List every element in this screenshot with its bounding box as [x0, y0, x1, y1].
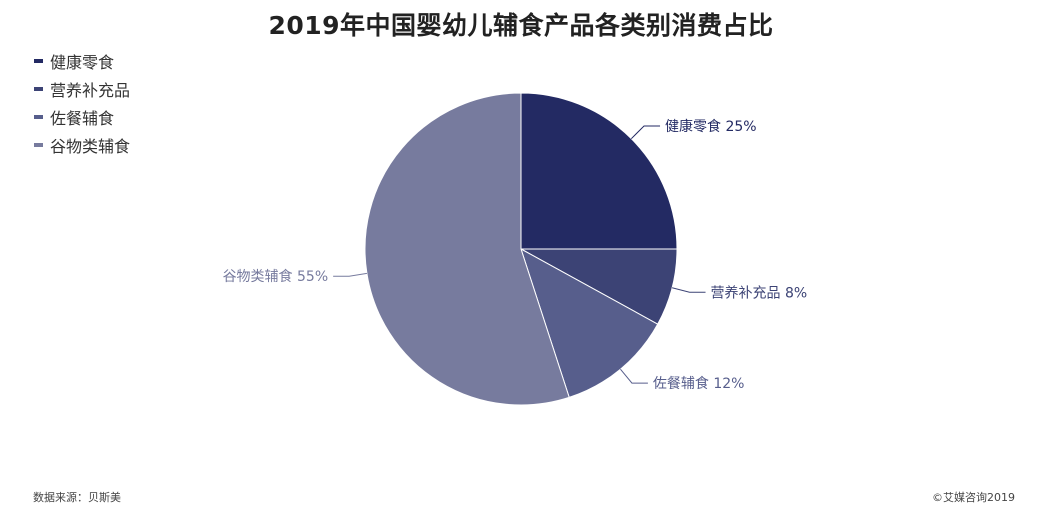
slice-data-label: 营养补充品 8% [711, 285, 808, 301]
chart-title: 2019年中国婴幼儿辅食产品各类别消费占比 [268, 11, 774, 40]
slice-data-label: 健康零食 25% [665, 118, 757, 135]
legend-label: 谷物类辅食 [50, 137, 131, 156]
legend-label: 营养补充品 [50, 81, 131, 100]
slice-data-label: 谷物类辅食 55% [223, 268, 329, 285]
leader-line [620, 368, 648, 384]
legend: 健康零食 营养补充品 佐餐辅食 谷物类辅食 [34, 47, 130, 159]
leader-line [671, 287, 706, 293]
legend-swatch [34, 115, 43, 119]
source-note: 数据来源：贝斯美 [33, 491, 121, 504]
pie-slice[interactable] [520, 92, 678, 250]
legend-item[interactable]: 佐餐辅食 [34, 103, 130, 131]
legend-label: 健康零食 [50, 53, 115, 72]
leader-line [333, 272, 367, 277]
legend-swatch [34, 87, 43, 91]
legend-item[interactable]: 谷物类辅食 [34, 131, 130, 159]
legend-swatch [34, 59, 43, 63]
legend-label: 佐餐辅食 [50, 109, 115, 128]
pie-slice[interactable] [364, 92, 570, 406]
copyright-note: ©艾媒咨询2019 [932, 491, 1015, 504]
leader-line [630, 125, 661, 140]
legend-swatch [34, 143, 43, 147]
slice-data-label: 佐餐辅食 12% [653, 375, 745, 392]
legend-item[interactable]: 营养补充品 [34, 75, 130, 103]
legend-item[interactable]: 健康零食 [34, 47, 130, 75]
